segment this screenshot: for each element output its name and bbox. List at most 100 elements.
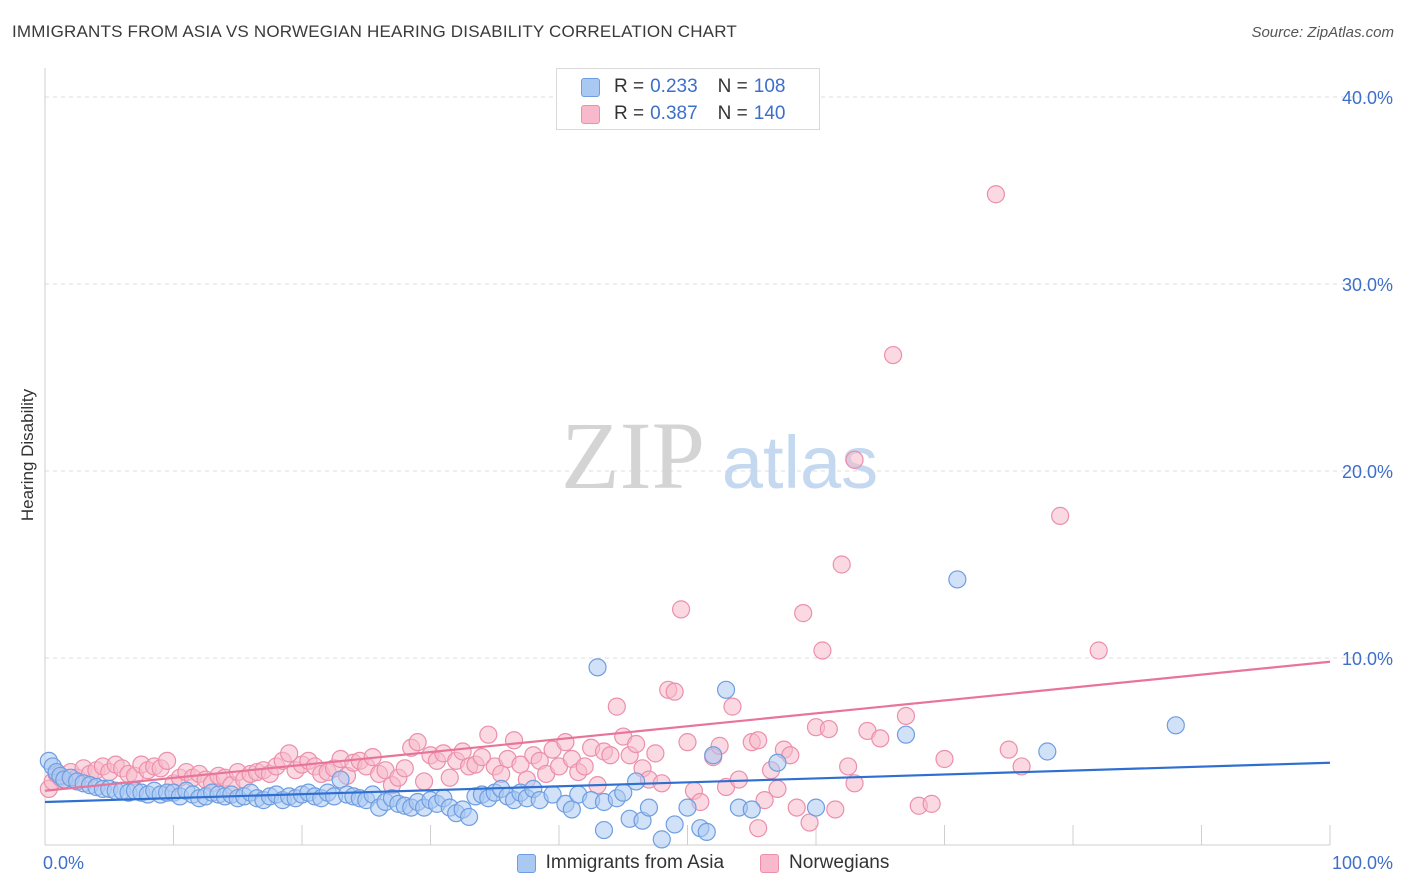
norwegians-point-119 <box>819 719 838 739</box>
chart-title: IMMIGRANTS FROM ASIA VS NORWEGIAN HEARIN… <box>12 22 737 41</box>
legend-item-asia[interactable]: Immigrants from Asia <box>516 852 725 874</box>
asia-point-105 <box>665 815 684 834</box>
asia-point-67 <box>459 807 479 827</box>
norwegians-point-116 <box>794 604 813 623</box>
norwegians-point-66 <box>453 742 472 761</box>
norwegians-swatch <box>581 104 600 124</box>
asia-point-91 <box>652 830 671 849</box>
source-label: Source: ZipAtlas.com <box>1251 24 1394 41</box>
norwegians-point-57 <box>395 759 414 778</box>
norwegians-point-70 <box>479 725 498 744</box>
norwegians-point-96 <box>646 744 665 763</box>
asia-point-87 <box>626 772 646 791</box>
n-value-norwegians: 140 <box>753 103 786 124</box>
y-tick-label-40: 40.0% <box>1342 88 1393 108</box>
norwegians-point-137 <box>800 813 819 832</box>
x-tick-label-end: 100.0% <box>1332 853 1393 873</box>
asia-point-102 <box>1038 742 1057 761</box>
n-value-asia: 108 <box>753 76 786 97</box>
norwegians-point-60 <box>414 772 434 791</box>
legend-label-asia: Immigrants from Asia <box>545 852 725 873</box>
norwegians-point-100 <box>671 600 691 619</box>
norwegians-point-89 <box>601 746 620 765</box>
norwegians-point-110 <box>749 731 768 750</box>
norwegians-point-75 <box>511 755 530 774</box>
r-label: R = <box>614 76 645 97</box>
norwegians-trend-line <box>44 660 1331 792</box>
legend-row-asia: R = 0.233 N = 108 <box>581 75 785 99</box>
norwegians-point-125 <box>896 706 916 726</box>
norwegians-point-74 <box>504 731 524 750</box>
y-tick-label-30: 30.0% <box>1342 275 1393 295</box>
norwegians-point-136 <box>787 798 806 817</box>
correlation-legend: R = 0.233 N = 108 R = 0.387 N = 140 <box>556 68 820 130</box>
norwegians-point-93 <box>626 734 646 754</box>
norwegians-point-132 <box>1051 506 1070 525</box>
asia-trend-line <box>44 761 1331 804</box>
legend-label-norwegians: Norwegians <box>789 852 890 873</box>
r-value-norwegians: 0.387 <box>650 103 698 124</box>
tick-labels: 10.0% 20.0% 30.0% 40.0% 0.0% 100.0% <box>43 88 1393 873</box>
asia-point-104 <box>594 820 614 840</box>
norwegians-point-85 <box>575 757 594 776</box>
asia-point-101 <box>896 725 916 744</box>
asia-point-99 <box>806 798 826 817</box>
norwegians-point-135 <box>839 757 858 776</box>
asia-point-107 <box>742 800 761 819</box>
norwegians-point-99 <box>665 682 684 701</box>
legend-item-norwegians[interactable]: Norwegians <box>760 852 889 874</box>
norwegians-point-39 <box>280 744 299 763</box>
asia-point-92 <box>678 798 697 817</box>
norwegians-point-20 <box>157 751 177 770</box>
norwegians-point-124 <box>883 345 903 365</box>
norwegians-point-59 <box>408 733 427 752</box>
norwegians-point-131 <box>1012 757 1031 776</box>
norwegians-point-111 <box>755 791 774 810</box>
r-label: R = <box>614 103 645 124</box>
r-value-asia: 0.233 <box>650 76 698 97</box>
asia-point-47 <box>331 770 350 789</box>
norwegians-point-121 <box>845 450 864 469</box>
asia-swatch <box>581 77 600 97</box>
norwegians-point-127 <box>922 794 941 813</box>
trend-lines <box>44 660 1331 804</box>
norwegians-point-118 <box>813 641 832 660</box>
asia-point-98 <box>768 753 787 772</box>
y-tick-label-10: 10.0% <box>1342 649 1393 669</box>
norwegians-points <box>39 185 1108 838</box>
asia-point-97 <box>588 658 607 677</box>
asia-swatch <box>516 853 536 873</box>
n-label: N = <box>717 103 748 124</box>
x-tick-label-start: 0.0% <box>43 853 84 873</box>
asia-point-90 <box>639 798 659 817</box>
norwegians-point-82 <box>556 733 575 752</box>
norwegians-point-101 <box>678 733 697 752</box>
asia-point-81 <box>562 800 581 819</box>
watermark-zip: ZIP <box>561 402 705 509</box>
norwegians-point-139 <box>749 819 768 838</box>
norwegians-swatch <box>760 853 780 873</box>
norwegians-point-120 <box>832 555 851 574</box>
norwegians-point-107 <box>723 697 742 716</box>
norwegians-point-64 <box>440 768 459 787</box>
norwegians-point-69 <box>472 748 491 767</box>
norwegians-point-128 <box>935 749 954 769</box>
norwegians-point-113 <box>768 779 787 799</box>
norwegians-point-90 <box>607 697 626 716</box>
asia-point-95 <box>716 680 736 699</box>
watermark: ZIP atlas <box>561 402 878 509</box>
norwegians-point-130 <box>999 740 1018 759</box>
norwegians-point-133 <box>1089 641 1108 660</box>
grid-lines <box>45 96 1370 659</box>
axes <box>44 68 1331 846</box>
norwegians-point-134 <box>845 774 864 793</box>
norwegians-point-123 <box>871 729 890 748</box>
asia-point-100 <box>948 570 967 589</box>
norwegians-point-129 <box>986 185 1006 204</box>
series-legend: Immigrants from Asia Norwegians <box>0 852 1406 874</box>
n-label: N = <box>717 76 748 97</box>
asia-point-94 <box>704 746 723 765</box>
asia-point-106 <box>697 822 716 842</box>
y-tick-label-20: 20.0% <box>1342 462 1393 482</box>
